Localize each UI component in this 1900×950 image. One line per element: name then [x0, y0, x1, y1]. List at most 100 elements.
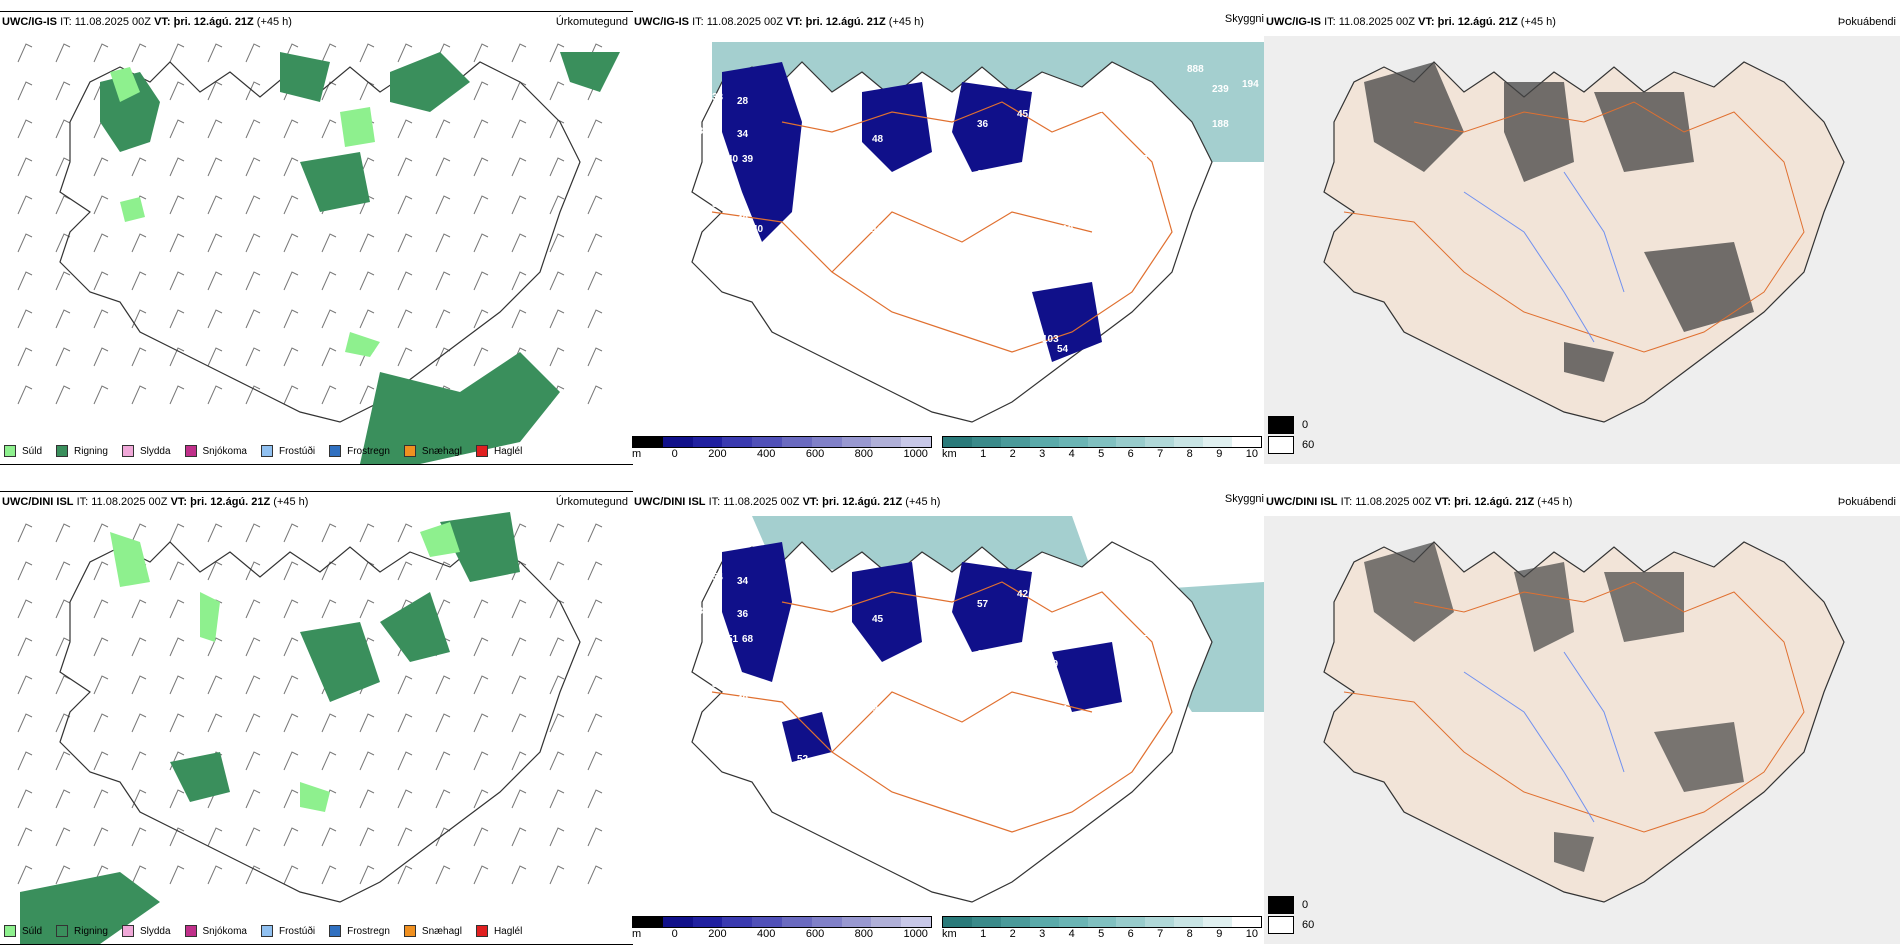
wind-barb — [207, 195, 223, 215]
rain-area — [20, 512, 520, 944]
wind-barb — [587, 119, 603, 139]
wind-barb — [435, 675, 451, 695]
legend-swatch — [260, 925, 273, 937]
wind-barb — [17, 827, 33, 847]
wind-barb — [359, 713, 375, 733]
lead-time: (+45 h) — [905, 496, 941, 508]
wind-barb — [359, 599, 375, 619]
wind-barb — [55, 309, 71, 329]
precip-legend: Súld Rigning Slydda Snjókoma Frostúði Frostre… — [0, 438, 632, 464]
value-label: 49 — [737, 694, 749, 705]
precip-map — [17, 43, 620, 464]
wind-barb — [587, 385, 603, 405]
panel-header: UWC/DINI ISL IT: 11.08.2025 00Z VT: þri.… — [1264, 492, 1900, 512]
wind-barb — [511, 43, 527, 63]
wind-barb — [169, 195, 185, 215]
wind-barb — [321, 523, 337, 543]
wind-barb — [169, 523, 185, 543]
legend-swatch — [4, 445, 16, 457]
wind-barb — [397, 43, 413, 63]
value-label: 59 — [867, 704, 879, 715]
value-label: 40 — [882, 664, 894, 675]
wind-barb — [93, 309, 109, 329]
scale-swatch — [871, 917, 902, 927]
model-label: UWC/IG-IS — [634, 16, 689, 28]
wind-barb — [397, 675, 413, 695]
wind-barb — [245, 81, 261, 101]
vt-value: þri. 12.ágú. 21Z — [1437, 16, 1518, 28]
fog-black-swatch — [1268, 896, 1294, 914]
precip-legend-item: Súld — [4, 445, 42, 457]
wind-barb — [245, 789, 261, 809]
wind-barb — [169, 637, 185, 657]
vt-label: VT: — [170, 496, 188, 508]
wind-barb — [169, 789, 185, 809]
value-label: 28 — [737, 96, 749, 107]
legend-label: Snæhagl — [421, 445, 462, 457]
scale-swatch — [971, 437, 1001, 447]
scale-swatch — [1174, 437, 1204, 447]
fog-legend: 0 60 — [1268, 896, 1314, 936]
wind-barb — [207, 865, 223, 885]
value-label: 76 — [1022, 324, 1034, 335]
wind-barb — [93, 675, 109, 695]
lead-time: (+45 h) — [888, 16, 924, 28]
wind-barb — [17, 599, 33, 619]
wind-barb — [587, 157, 603, 177]
wind-barb — [321, 347, 337, 367]
wind-barb — [55, 43, 71, 63]
wind-barb — [435, 713, 451, 733]
wind-barb — [511, 789, 527, 809]
legend-label: Snæhagl — [421, 925, 462, 937]
vt-value: þri. 12.ágú. 21Z — [822, 496, 903, 508]
it-value: 11.08.2025 00Z — [723, 496, 800, 508]
value-label: 57 — [977, 599, 989, 610]
wind-barb — [283, 271, 299, 291]
wind-barb — [131, 789, 147, 809]
wind-barb — [245, 827, 261, 847]
scale-swatch — [841, 917, 872, 927]
wind-barb — [321, 233, 337, 253]
legend-label: Snjókoma — [202, 925, 247, 937]
scale-tick: 8 — [1186, 448, 1193, 460]
wind-barb — [55, 523, 71, 543]
scale-swatch — [1058, 437, 1088, 447]
scale-tick: 8 — [1186, 928, 1193, 940]
wind-barb — [397, 713, 413, 733]
precip-legend-item: Snæhagl — [403, 925, 462, 937]
scale-swatch — [692, 917, 723, 927]
wind-barb — [473, 43, 489, 63]
value-label: 250 — [1057, 824, 1074, 835]
wind-barb — [283, 157, 299, 177]
vt-value: þri. 12.ágú. 21Z — [173, 16, 254, 28]
it-value: 11.08.2025 00Z — [74, 16, 151, 28]
value-label: 54 — [1057, 344, 1069, 355]
roads — [1343, 581, 1805, 833]
wind-barb — [511, 233, 527, 253]
wind-barb — [207, 675, 223, 695]
height-panel-row1: UWC/IG-IS IT: 11.08.2025 00Z VT: þri. 12… — [632, 12, 1264, 464]
fog-panel-row1: UWC/IG-IS IT: 11.08.2025 00Z VT: þri. 12… — [1264, 12, 1900, 464]
scale-unit: m — [632, 928, 642, 940]
precip-title: Úrkomutegund — [555, 496, 628, 508]
wind-barb — [473, 865, 489, 885]
wind-barb — [17, 385, 33, 405]
wind-barb — [207, 385, 223, 405]
wind-barb — [131, 637, 147, 657]
wind-barb — [169, 599, 185, 619]
value-label: 64 — [1112, 584, 1124, 595]
legend-swatch — [184, 445, 197, 457]
wind-barb — [245, 675, 261, 695]
wind-barb — [511, 119, 527, 139]
lead-time: (+45 h) — [1520, 16, 1556, 28]
it-value: 11.08.2025 00Z — [706, 16, 783, 28]
wind-barb — [17, 347, 33, 367]
legend-label: Súld — [22, 445, 43, 457]
wind-barb — [283, 523, 299, 543]
legend-swatch — [121, 925, 134, 937]
value-label: 40 — [752, 224, 764, 235]
model-label: UWC/DINI ISL — [1266, 496, 1338, 508]
wind-barb — [17, 561, 33, 581]
wind-barb — [473, 195, 489, 215]
value-label: 63 — [692, 606, 704, 617]
